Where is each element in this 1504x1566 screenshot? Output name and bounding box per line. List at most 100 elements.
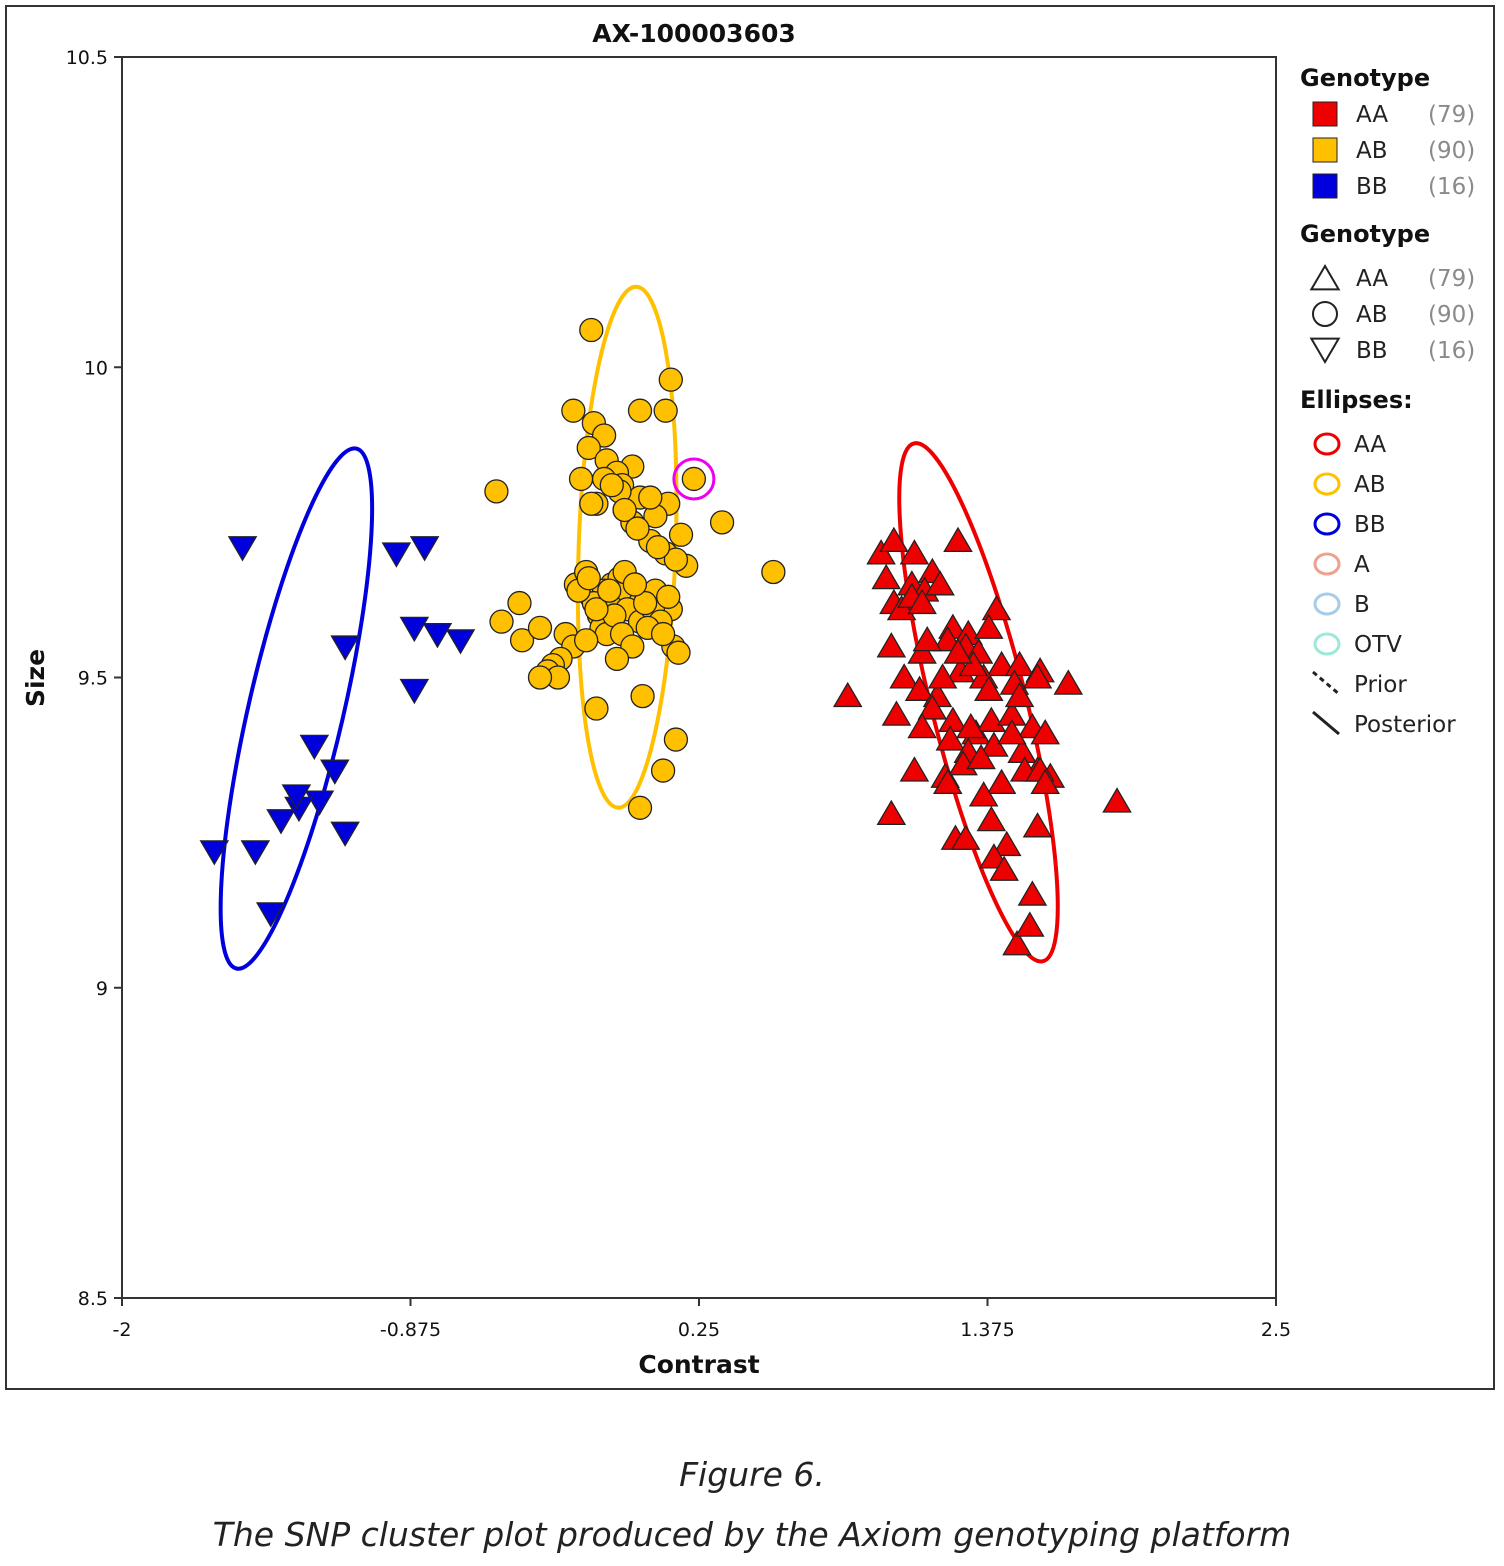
point-aa [1030, 719, 1060, 745]
y-tick-label: 10 [84, 357, 108, 379]
legend: Genotype AA (79) AB (90) BB (16) Genotype AA (79)… [1300, 64, 1475, 738]
point-bb [227, 536, 258, 562]
point-ab [584, 696, 609, 721]
point-aa [981, 594, 1012, 621]
highlighted-point-ring [672, 457, 716, 501]
point-ab [663, 727, 689, 752]
point-aa [950, 824, 981, 850]
caption-description: The SNP cluster plot produced by the Axi… [212, 1515, 1292, 1554]
point-aa [943, 638, 973, 664]
point-bb [299, 734, 330, 761]
point-ab [484, 479, 509, 504]
point-ab [612, 497, 637, 523]
point-ab [527, 665, 553, 690]
point-ab [576, 435, 601, 461]
point-ab [507, 590, 532, 616]
point-aa [1002, 930, 1032, 956]
point-aa [904, 675, 935, 701]
point-aa [907, 588, 937, 615]
point-ab [656, 584, 681, 609]
legend-item-label: Posterior [1354, 712, 1456, 738]
point-bb [445, 629, 476, 655]
legend-item-label: BB [1356, 174, 1388, 200]
legend-item-label: BB [1356, 338, 1388, 364]
point-bb [320, 759, 350, 785]
point-aa [991, 830, 1022, 857]
point-bb [330, 821, 360, 847]
y-tick-label: 9 [96, 978, 108, 1000]
legend-item-count: (90) [1428, 138, 1475, 164]
axes: -2 -0.875 0.25 1.375 2.5 10.5 10 9.5 9 8.5 [66, 47, 1291, 1341]
ellipse-icon [1313, 512, 1341, 536]
point-ab [709, 510, 735, 535]
point-aa [935, 725, 966, 751]
point-ab [638, 485, 663, 510]
point-bb [399, 616, 430, 643]
point-ab [653, 398, 678, 423]
data-points [199, 317, 1132, 956]
point-bb [422, 623, 453, 649]
legend-item-label: AB [1354, 472, 1386, 498]
point-ab [574, 628, 599, 653]
ellipse-bb [218, 446, 375, 971]
x-tick-label: 0.25 [678, 1319, 720, 1341]
y-tick-label: 10.5 [66, 47, 108, 69]
point-aa [1022, 663, 1053, 689]
point-ab [681, 466, 707, 492]
point-bb [409, 536, 440, 562]
point-ab [489, 609, 514, 634]
x-tick-label: -0.875 [380, 1319, 441, 1341]
point-aa [974, 613, 1004, 639]
point-aa [912, 625, 943, 652]
point-ab [584, 597, 609, 622]
ellipse-icon [1313, 552, 1341, 576]
legend-item-label: AB [1356, 302, 1388, 328]
legend-heading-ellipses: Ellipses: [1300, 386, 1413, 414]
point-ab [663, 547, 689, 572]
point-bb [240, 840, 271, 866]
point-aa [1004, 681, 1035, 708]
legend-item-label: AA [1356, 266, 1388, 292]
legend-item-count: (79) [1428, 102, 1475, 128]
point-aa [927, 663, 958, 689]
point-aa [986, 650, 1017, 677]
legend-item-count: (79) [1428, 266, 1475, 292]
point-aa [917, 694, 948, 720]
x-axis-label: Contrast [638, 1350, 759, 1379]
point-ab [576, 566, 601, 591]
point-ab [509, 628, 535, 653]
square-icon [1312, 101, 1338, 127]
point-bb [255, 902, 286, 928]
x-tick-label: 2.5 [1261, 1319, 1291, 1341]
legend-item-count: (16) [1428, 338, 1475, 364]
point-ab [597, 578, 622, 603]
y-tick-label: 8.5 [78, 1288, 108, 1310]
point-aa [876, 799, 907, 826]
legend-item-label: B [1354, 592, 1370, 618]
point-bb [266, 809, 296, 835]
point-aa [1022, 812, 1053, 838]
point-aa [866, 539, 896, 565]
square-icon [1312, 137, 1338, 163]
point-aa [899, 539, 930, 565]
point-aa [879, 526, 909, 553]
caption-figure-number: Figure 6. [679, 1455, 825, 1494]
legend-heading-genotype-colors: Genotype [1300, 64, 1430, 92]
chart-title: AX-100003603 [592, 19, 796, 48]
legend-item-label: Prior [1354, 672, 1407, 698]
point-aa [968, 781, 999, 807]
point-ab [604, 646, 630, 672]
point-aa [1004, 650, 1035, 677]
circle-icon [1312, 301, 1338, 327]
triangle-up-icon [1309, 264, 1341, 291]
point-ab [666, 640, 691, 665]
point-aa [956, 712, 986, 739]
point-aa [925, 570, 955, 596]
point-ab [650, 621, 676, 647]
point-ab [568, 466, 594, 492]
point-ab [627, 398, 653, 423]
point-aa [899, 756, 930, 782]
point-bb [330, 635, 360, 661]
legend-item-label: BB [1354, 512, 1386, 538]
ellipse-icon [1313, 472, 1341, 496]
